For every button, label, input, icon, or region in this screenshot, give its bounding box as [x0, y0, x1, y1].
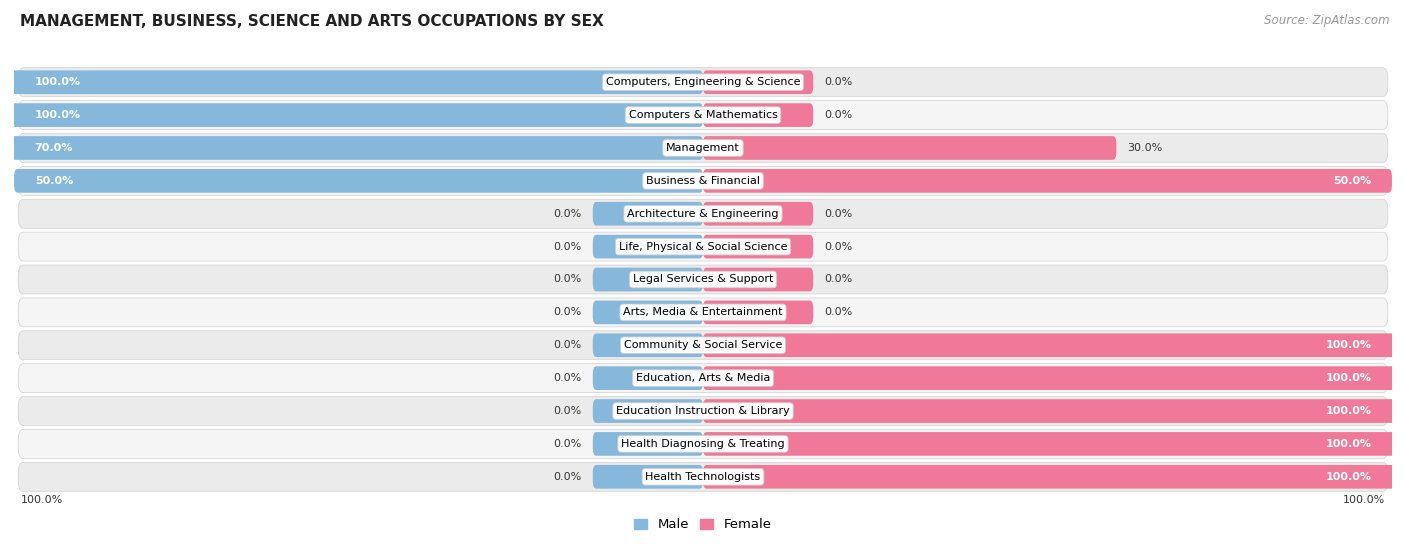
Text: 0.0%: 0.0% [824, 110, 852, 120]
FancyBboxPatch shape [18, 101, 1388, 130]
FancyBboxPatch shape [18, 298, 1388, 327]
Text: 0.0%: 0.0% [554, 472, 582, 482]
Text: Community & Social Service: Community & Social Service [624, 340, 782, 350]
Text: 30.0%: 30.0% [1128, 143, 1163, 153]
Text: 100.0%: 100.0% [1326, 439, 1371, 449]
Text: 70.0%: 70.0% [35, 143, 73, 153]
FancyBboxPatch shape [0, 103, 703, 127]
FancyBboxPatch shape [18, 134, 1388, 163]
Text: Source: ZipAtlas.com: Source: ZipAtlas.com [1264, 14, 1389, 27]
Text: Computers, Engineering & Science: Computers, Engineering & Science [606, 77, 800, 87]
Text: 100.0%: 100.0% [1326, 406, 1371, 416]
Text: 0.0%: 0.0% [554, 241, 582, 252]
Text: 100.0%: 100.0% [1343, 495, 1385, 505]
Text: 0.0%: 0.0% [824, 274, 852, 285]
Text: Life, Physical & Social Science: Life, Physical & Social Science [619, 241, 787, 252]
FancyBboxPatch shape [593, 366, 703, 390]
FancyBboxPatch shape [703, 70, 813, 94]
FancyBboxPatch shape [703, 333, 1406, 357]
Text: 0.0%: 0.0% [824, 209, 852, 219]
Text: 0.0%: 0.0% [824, 241, 852, 252]
FancyBboxPatch shape [593, 268, 703, 291]
Text: 0.0%: 0.0% [554, 274, 582, 285]
FancyBboxPatch shape [593, 432, 703, 456]
Text: 0.0%: 0.0% [824, 307, 852, 318]
FancyBboxPatch shape [593, 301, 703, 324]
Legend: Male, Female: Male, Female [628, 513, 778, 537]
Text: 100.0%: 100.0% [1326, 340, 1371, 350]
FancyBboxPatch shape [703, 399, 1406, 423]
FancyBboxPatch shape [703, 136, 1116, 160]
FancyBboxPatch shape [703, 301, 813, 324]
FancyBboxPatch shape [18, 68, 1388, 97]
FancyBboxPatch shape [18, 265, 1388, 294]
Text: Architecture & Engineering: Architecture & Engineering [627, 209, 779, 219]
Text: 100.0%: 100.0% [21, 495, 63, 505]
FancyBboxPatch shape [703, 432, 1406, 456]
Text: 50.0%: 50.0% [35, 176, 73, 186]
FancyBboxPatch shape [18, 199, 1388, 228]
Text: 100.0%: 100.0% [1326, 472, 1371, 482]
FancyBboxPatch shape [593, 235, 703, 258]
FancyBboxPatch shape [0, 70, 703, 94]
Text: MANAGEMENT, BUSINESS, SCIENCE AND ARTS OCCUPATIONS BY SEX: MANAGEMENT, BUSINESS, SCIENCE AND ARTS O… [20, 14, 603, 29]
Text: Education, Arts & Media: Education, Arts & Media [636, 373, 770, 383]
FancyBboxPatch shape [18, 462, 1388, 491]
FancyBboxPatch shape [18, 331, 1388, 360]
FancyBboxPatch shape [703, 103, 813, 127]
FancyBboxPatch shape [0, 136, 703, 160]
Text: Business & Financial: Business & Financial [645, 176, 761, 186]
Text: Health Technologists: Health Technologists [645, 472, 761, 482]
FancyBboxPatch shape [18, 429, 1388, 458]
Text: 0.0%: 0.0% [824, 77, 852, 87]
Text: 0.0%: 0.0% [554, 373, 582, 383]
Text: Management: Management [666, 143, 740, 153]
Text: 50.0%: 50.0% [1333, 176, 1371, 186]
FancyBboxPatch shape [593, 333, 703, 357]
Text: Arts, Media & Entertainment: Arts, Media & Entertainment [623, 307, 783, 318]
FancyBboxPatch shape [593, 465, 703, 489]
FancyBboxPatch shape [703, 169, 1392, 193]
Text: Legal Services & Support: Legal Services & Support [633, 274, 773, 285]
FancyBboxPatch shape [18, 167, 1388, 195]
FancyBboxPatch shape [703, 268, 813, 291]
Text: 100.0%: 100.0% [35, 110, 80, 120]
Text: 100.0%: 100.0% [1326, 373, 1371, 383]
FancyBboxPatch shape [593, 399, 703, 423]
FancyBboxPatch shape [18, 364, 1388, 392]
FancyBboxPatch shape [18, 396, 1388, 425]
FancyBboxPatch shape [703, 235, 813, 258]
Text: 0.0%: 0.0% [554, 406, 582, 416]
Text: 0.0%: 0.0% [554, 340, 582, 350]
Text: 0.0%: 0.0% [554, 439, 582, 449]
FancyBboxPatch shape [703, 465, 1406, 489]
Text: 0.0%: 0.0% [554, 209, 582, 219]
FancyBboxPatch shape [703, 202, 813, 226]
FancyBboxPatch shape [703, 366, 1406, 390]
Text: Education Instruction & Library: Education Instruction & Library [616, 406, 790, 416]
Text: 100.0%: 100.0% [35, 77, 80, 87]
Text: Health Diagnosing & Treating: Health Diagnosing & Treating [621, 439, 785, 449]
Text: 0.0%: 0.0% [554, 307, 582, 318]
FancyBboxPatch shape [593, 202, 703, 226]
FancyBboxPatch shape [14, 169, 703, 193]
Text: Computers & Mathematics: Computers & Mathematics [628, 110, 778, 120]
FancyBboxPatch shape [18, 232, 1388, 261]
